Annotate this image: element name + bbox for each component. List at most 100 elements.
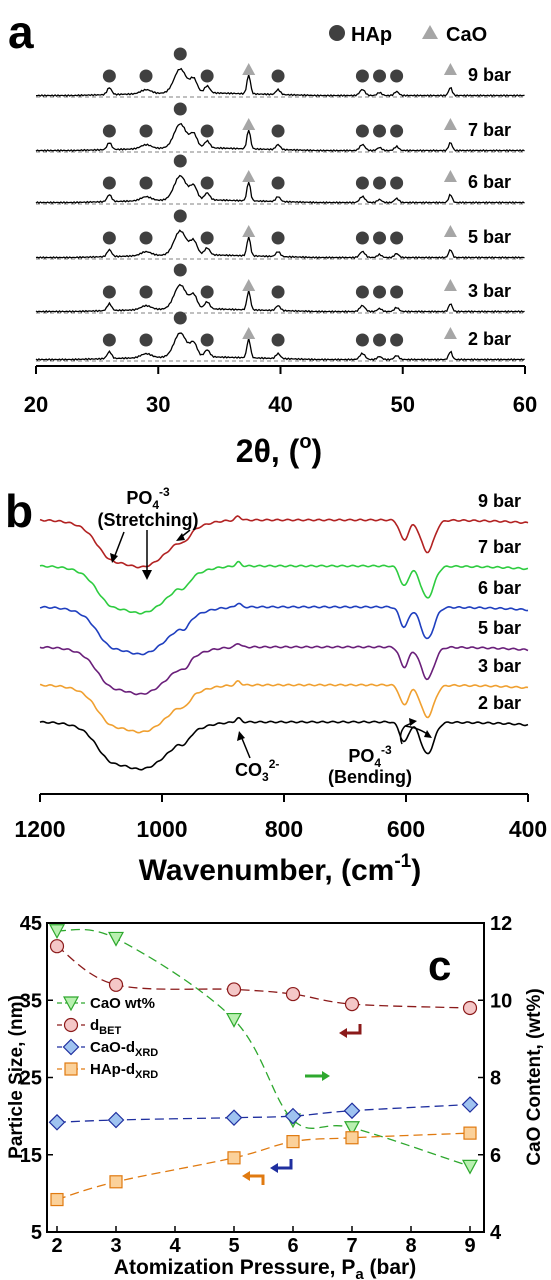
ftir-curve bbox=[39, 679, 529, 734]
hap-peak-marker bbox=[373, 231, 387, 245]
cao-dxrd-axis-arrow-head bbox=[270, 1163, 278, 1173]
hap-peak-marker bbox=[390, 231, 404, 245]
cao-peak-marker bbox=[443, 63, 457, 75]
data-point-diamond bbox=[107, 1111, 125, 1129]
bending-arrow-head-2 bbox=[424, 730, 432, 738]
ftir-curve bbox=[39, 515, 529, 569]
legend-label-main: CaO-d bbox=[90, 1039, 135, 1056]
panel-c-x-tick-label: 8 bbox=[405, 1235, 416, 1257]
data-point-square bbox=[286, 1135, 300, 1149]
legend-label: CaO wt% bbox=[90, 995, 155, 1012]
panel-c-y-tick-label: 45 bbox=[20, 913, 42, 935]
panel-b-x-title-end: ) bbox=[411, 854, 421, 887]
co3-annotation: CO32- bbox=[235, 757, 279, 784]
hap-peak-marker bbox=[102, 285, 116, 299]
cao-dxrd-axis-arrow bbox=[276, 1159, 293, 1170]
hap-peak-marker bbox=[200, 69, 214, 83]
legend-label-main: d bbox=[90, 1017, 99, 1034]
legend-hap-label: HAp bbox=[351, 24, 392, 46]
data-point-square bbox=[345, 1131, 359, 1145]
ftir-curve bbox=[39, 602, 529, 656]
stretch-arrow-2-head bbox=[142, 570, 152, 580]
hap-peak-marker bbox=[390, 69, 404, 83]
panel-b-x-tick-label: 600 bbox=[387, 816, 425, 842]
hap-peak-marker bbox=[102, 176, 116, 190]
legend-cao-marker bbox=[422, 25, 438, 39]
hap-peak-marker bbox=[200, 231, 214, 245]
panel-b-x-tick-label: 800 bbox=[265, 816, 303, 842]
data-point-diamond bbox=[343, 1102, 361, 1120]
ftir-curves bbox=[39, 515, 529, 771]
panel-c-y2-tick-label: 8 bbox=[490, 1068, 501, 1090]
cao-peak-marker bbox=[242, 170, 256, 182]
cao-peak-marker bbox=[242, 118, 256, 130]
legend-label: HAp-dXRD bbox=[90, 1061, 158, 1081]
data-point-diamond bbox=[62, 1038, 80, 1056]
data-point-circle bbox=[344, 997, 360, 1012]
hap-peak-marker bbox=[102, 333, 116, 347]
dbet-axis-arrow bbox=[345, 1024, 362, 1035]
co3-arrow-head bbox=[237, 731, 245, 741]
legend-label: dBET bbox=[90, 1017, 121, 1037]
data-point-circle bbox=[462, 1000, 478, 1016]
panel-a-x-title-sup: o bbox=[299, 431, 311, 453]
xrd-curve bbox=[36, 67, 525, 97]
data-point-circle bbox=[285, 986, 301, 1002]
hap-dxrd-axis-arrow-head bbox=[242, 1171, 250, 1181]
hap-peak-marker bbox=[173, 47, 187, 61]
data-point-triangle bbox=[461, 1159, 479, 1175]
legend-cao-label: CaO bbox=[446, 24, 487, 46]
xrd-curve-label: 6 bar bbox=[468, 172, 511, 192]
stretch-po: PO bbox=[126, 488, 152, 508]
ftir-curve bbox=[39, 642, 529, 696]
panel-c-y-tick-label: 5 bbox=[31, 1222, 42, 1244]
bending-arrow-head-1 bbox=[409, 718, 417, 726]
ftir-curve-labels: 9 bar 7 bar 6 bar 5 bar 3 bar 2 bar bbox=[478, 491, 521, 713]
xrd-curve bbox=[35, 229, 525, 259]
hap-peak-marker bbox=[173, 154, 187, 168]
xrd-curve-labels: 9 bar 7 bar 6 bar 5 bar 3 bar 2 bar bbox=[468, 65, 511, 349]
hap-peak-marker bbox=[355, 285, 369, 299]
panel-a-x-tick-label: 20 bbox=[24, 392, 48, 417]
ftir-curve bbox=[39, 560, 529, 615]
bending-annotation-line1: PO4-3 bbox=[348, 743, 392, 770]
hap-peak-marker bbox=[390, 285, 404, 299]
hap-peak-marker bbox=[102, 231, 116, 245]
data-point-diamond bbox=[284, 1107, 302, 1125]
data-point-circle bbox=[226, 982, 242, 997]
panel-b-x-tick-label: 1200 bbox=[14, 816, 65, 842]
panel-a-x-ticks: 20 30 40 50 60 bbox=[24, 366, 537, 417]
xrd-curve-label: 2 bar bbox=[468, 329, 511, 349]
hap-peak-marker bbox=[173, 209, 187, 223]
panel-c-y-tick-label: 15 bbox=[20, 1145, 42, 1167]
co3-arrow bbox=[240, 735, 251, 759]
co3-text: CO bbox=[235, 760, 262, 780]
ftir-curve-label: 9 bar bbox=[478, 491, 521, 511]
xrd-curve-label: 5 bar bbox=[468, 227, 511, 247]
panel-c-y2-tick-label: 10 bbox=[490, 990, 512, 1012]
stretch-arrow-1 bbox=[113, 531, 125, 559]
panel-c-y2-tick-label: 6 bbox=[490, 1145, 501, 1167]
panel-b-x-ticks: 1200 1000 800 600 400 bbox=[14, 794, 547, 842]
cao-peak-marker bbox=[443, 279, 457, 291]
series-line-hap_dxrd bbox=[56, 1132, 471, 1201]
cao-peak-marker bbox=[242, 225, 256, 237]
panel-a-x-tick-label: 40 bbox=[268, 392, 292, 417]
panel-c-y2-tick-label: 12 bbox=[490, 913, 512, 935]
panel-a-label: a bbox=[8, 6, 34, 58]
xrd-curve bbox=[35, 283, 525, 313]
panel-c-x-tick-label: 5 bbox=[228, 1235, 239, 1257]
xrd-curve-label: 7 bar bbox=[468, 120, 511, 140]
bend-sub: 4 bbox=[374, 756, 381, 770]
stretch-arrow-3-head bbox=[176, 533, 185, 541]
panel-c-x-title-main: Atomization Pressure, P bbox=[114, 1256, 356, 1279]
hap-peak-marker bbox=[271, 69, 285, 83]
hap-peak-marker bbox=[173, 263, 187, 277]
panel-a-x-tick-label: 50 bbox=[391, 392, 415, 417]
hap-peak-marker bbox=[390, 333, 404, 347]
stretching-annotation-line1: PO4-3 bbox=[126, 485, 170, 512]
panel-a-x-tick-label: 60 bbox=[513, 392, 537, 417]
